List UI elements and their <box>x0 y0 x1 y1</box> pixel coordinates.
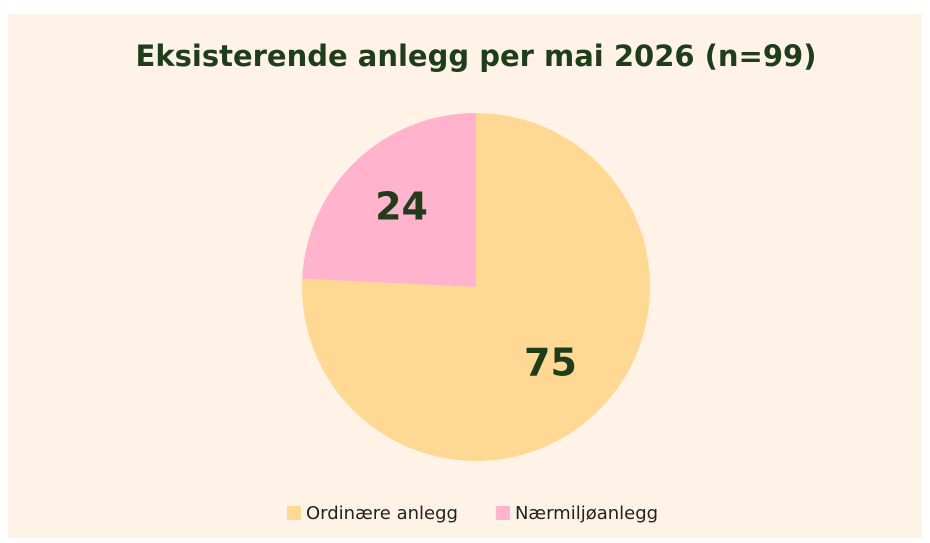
data-label: 75 <box>524 341 577 385</box>
pie-slice <box>302 113 476 287</box>
legend-text: Nærmiljøanlegg <box>515 503 658 524</box>
legend-text: Ordinære anlegg <box>306 503 458 524</box>
legend-swatch <box>495 506 510 520</box>
legend-swatch <box>287 506 301 520</box>
chart-title: Eksisterende anlegg per mai 2026 (n=99) <box>136 39 817 73</box>
data-label: 24 <box>375 184 428 228</box>
